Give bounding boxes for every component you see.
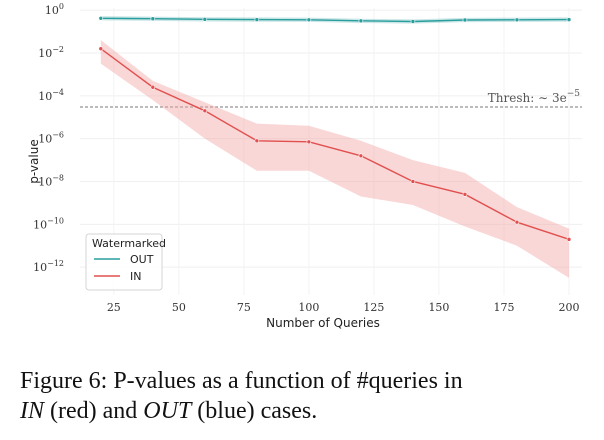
data-point-in-0 [98, 46, 104, 51]
y-tick-base: 10 [38, 175, 52, 188]
caption-text-red: (red) and [50, 398, 138, 424]
y-tick-label-3: 10−6 [38, 131, 64, 146]
y-tick-exponent: −2 [52, 45, 64, 54]
x-tick-label-6: 175 [493, 301, 514, 314]
x-axis-label: Number of Queries [266, 316, 380, 330]
legend-title: Watermarked [92, 237, 166, 250]
caption-out-word: OUT [143, 398, 192, 424]
y-tick-label-2: 10−4 [38, 88, 64, 103]
y-tick-base: 10 [33, 261, 47, 274]
threshold-label-exponent: −5 [567, 89, 581, 99]
y-tick-exponent: −8 [52, 173, 64, 182]
data-point-out-0 [98, 15, 104, 21]
y-tick-exponent: −4 [52, 88, 64, 97]
data-point-out-7 [462, 17, 468, 23]
data-point-out-4 [306, 17, 312, 23]
x-tick-label-7: 200 [558, 301, 579, 314]
y-tick-exponent: −10 [47, 216, 64, 225]
y-tick-base: 10 [38, 47, 52, 60]
y-tick-exponent: −12 [47, 259, 64, 268]
data-point-out-3 [254, 17, 260, 22]
y-tick-base: 10 [45, 4, 59, 17]
y-axis-label: p-value [27, 139, 41, 183]
series-line-in [100, 48, 570, 240]
data-point-in-1 [150, 84, 156, 90]
caption-in-word: IN [20, 398, 44, 424]
threshold-label: Thresh: ∼ 3e−5 [488, 89, 580, 105]
data-point-out-8 [514, 17, 520, 23]
y-tick-base: 10 [33, 218, 47, 231]
y-tick-label-6: 10−12 [33, 259, 64, 274]
x-tick-label-1: 50 [172, 301, 186, 314]
y-tick-label-4: 10−8 [38, 173, 64, 188]
data-point-out-5 [358, 18, 364, 24]
series-line-out [100, 17, 569, 23]
y-tick-exponent: −6 [52, 131, 64, 140]
x-tick-label-3: 100 [298, 301, 319, 314]
caption-figure-label: Figure 6: [20, 368, 108, 394]
y-tick-base: 10 [38, 133, 52, 146]
legend-label-out: OUT [130, 253, 154, 266]
data-point-in-3 [254, 138, 260, 144]
x-tick-label-2: 75 [237, 301, 251, 314]
data-point-in-7 [462, 192, 468, 197]
data-point-in-5 [358, 153, 364, 159]
figure-caption: Figure 6: P-values as a function of #que… [20, 366, 596, 426]
x-tick-label-5: 150 [428, 301, 449, 314]
data-point-in-6 [410, 179, 416, 184]
y-tick-label-0: 100 [45, 2, 64, 17]
data-point-out-6 [410, 19, 416, 24]
y-tick-label-1: 10−2 [38, 45, 64, 60]
data-point-in-9 [566, 237, 572, 242]
y-tick-label-5: 10−10 [33, 216, 64, 231]
threshold-label-text: Thresh: ∼ 3e [488, 91, 567, 105]
caption-text-main: P-values as a function of #queries in [113, 368, 463, 394]
y-tick-base: 10 [38, 90, 52, 103]
series-band-in [100, 40, 569, 278]
legend-label-in: IN [130, 270, 141, 283]
data-point-in-2 [202, 108, 208, 114]
x-tick-label-4: 125 [363, 301, 384, 314]
chart: 100 10−2 10−4 10−6 10−8 10−10 10−12 25 50 75 100 12… [27, 2, 582, 330]
data-point-in-8 [514, 219, 520, 225]
x-tick-label-0: 25 [107, 301, 121, 314]
caption-text-blue: (blue) cases. [197, 398, 318, 424]
y-tick-exponent: 0 [59, 2, 64, 11]
data-point-out-1 [150, 16, 156, 22]
data-point-out-2 [202, 17, 208, 22]
data-point-out-9 [566, 17, 572, 22]
data-point-in-4 [306, 139, 312, 145]
